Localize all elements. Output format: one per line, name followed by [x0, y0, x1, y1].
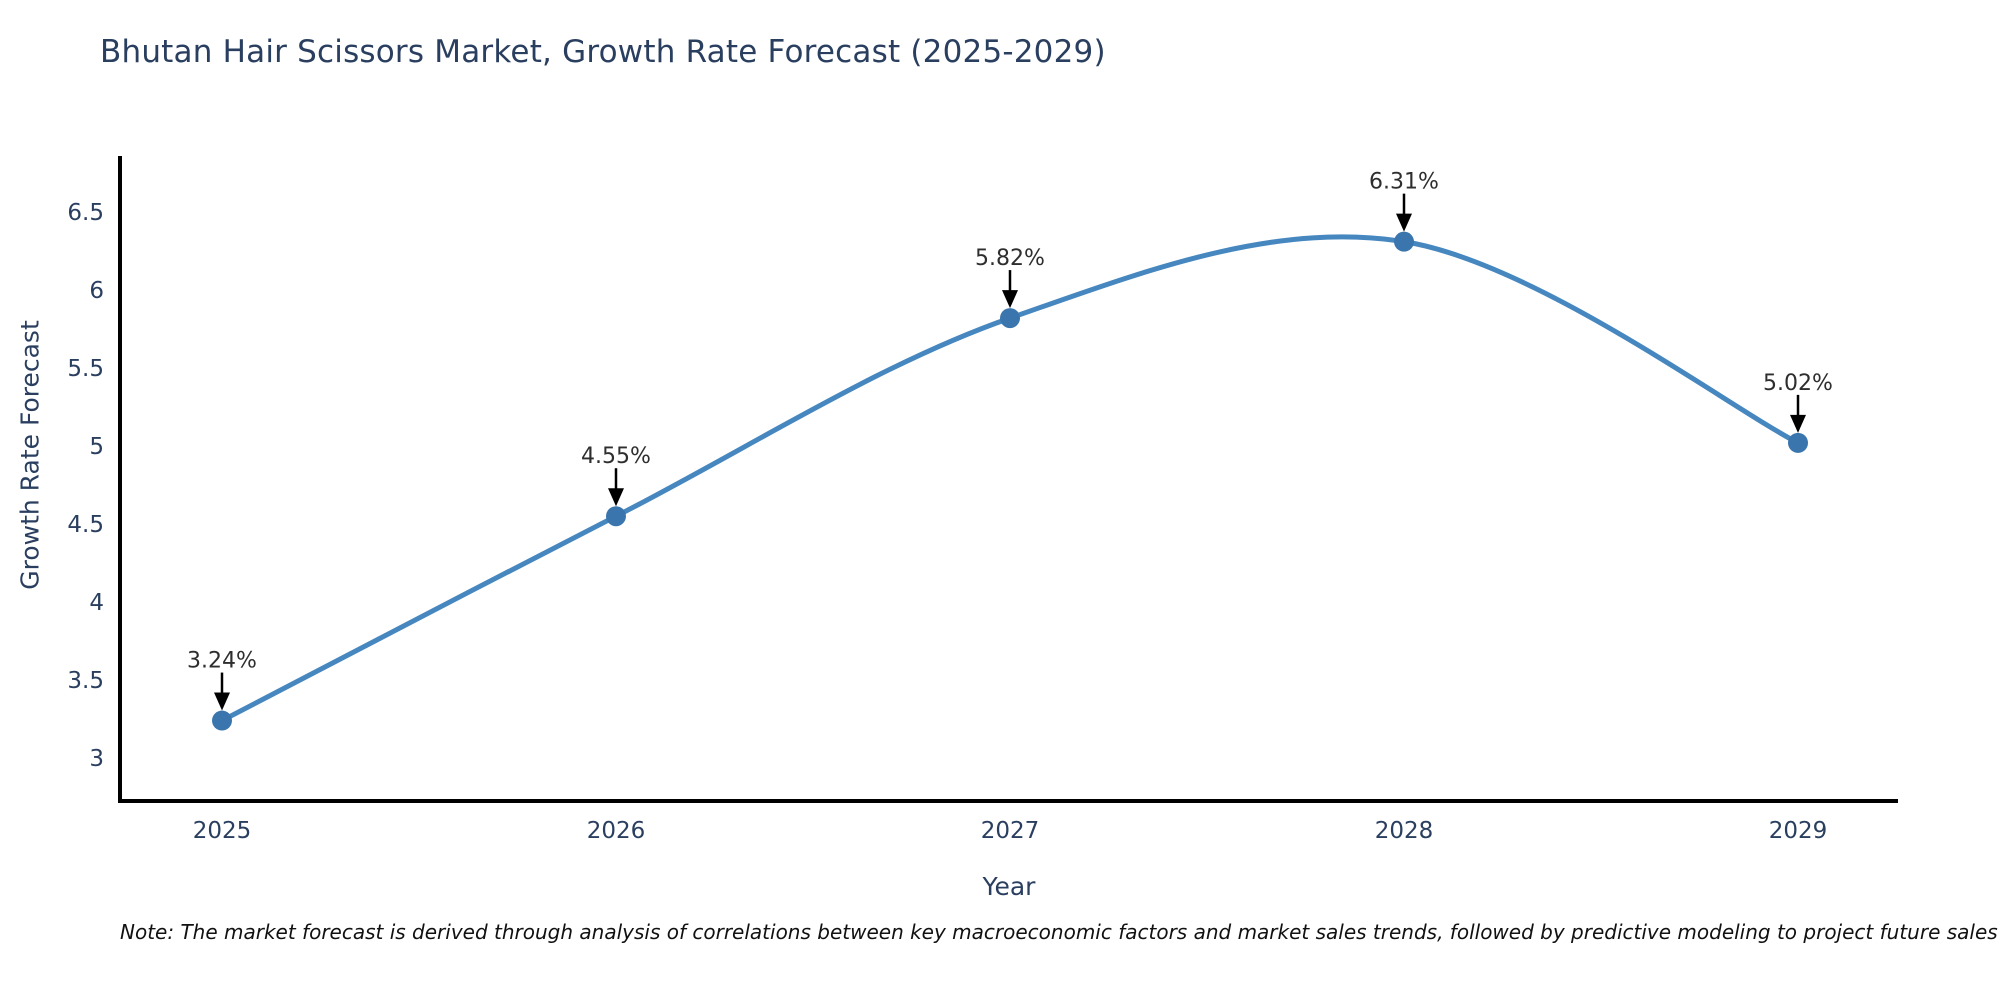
annotation-arrowhead-icon	[1790, 414, 1806, 433]
annotation-arrowhead-icon	[1002, 290, 1018, 309]
x-tick-label: 2026	[587, 818, 646, 844]
x-tick-label: 2029	[1769, 818, 1828, 844]
footnote: Note: The market forecast is derived thr…	[120, 920, 1998, 944]
y-tick-label: 4.5	[67, 512, 104, 538]
data-point-marker	[212, 710, 232, 731]
y-tick-label: 4	[89, 590, 104, 616]
x-tick-label: 2028	[1375, 818, 1434, 844]
annotation-arrowhead-icon	[608, 488, 624, 507]
y-tick-label: 6.5	[67, 200, 104, 226]
y-tick-label: 5	[89, 434, 104, 460]
annotation-label: 6.31%	[1369, 170, 1439, 195]
data-point-marker	[1394, 231, 1414, 252]
y-tick-label: 6	[89, 278, 104, 304]
annotation-label: 4.55%	[581, 444, 651, 469]
y-tick-label: 5.5	[67, 356, 104, 382]
annotation-label: 3.24%	[187, 649, 257, 674]
annotation-label: 5.02%	[1763, 371, 1833, 396]
data-point-marker	[1788, 432, 1808, 453]
annotation-label: 5.82%	[975, 246, 1045, 271]
y-tick-label: 3.5	[67, 668, 104, 694]
data-point-marker	[606, 506, 626, 527]
annotation-arrowhead-icon	[1396, 213, 1412, 232]
x-tick-label: 2025	[193, 818, 252, 844]
y-tick-label: 3	[89, 746, 104, 772]
chart-title: Bhutan Hair Scissors Market, Growth Rate…	[100, 34, 1106, 70]
data-point-marker	[1000, 308, 1020, 329]
x-axis-title: Year	[982, 872, 1036, 901]
y-axis-title: Growth Rate Forecast	[15, 320, 45, 590]
annotation-arrowhead-icon	[214, 692, 230, 711]
x-tick-label: 2027	[981, 818, 1040, 844]
